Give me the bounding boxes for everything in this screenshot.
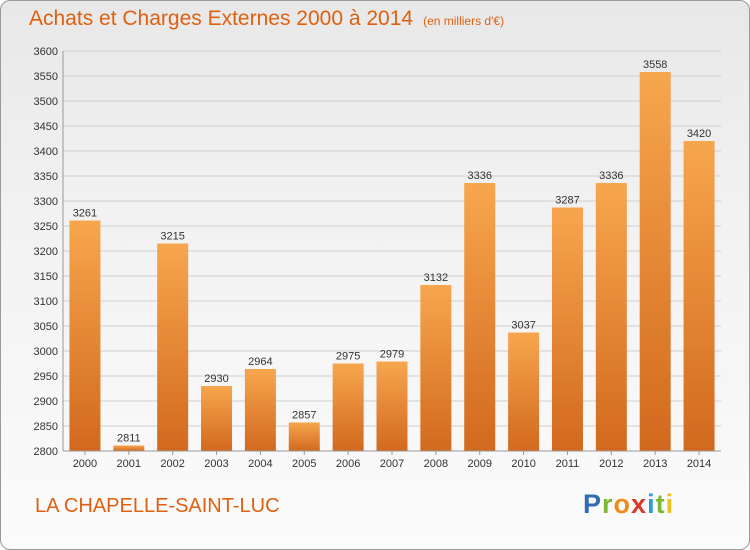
bar xyxy=(595,183,627,451)
y-tick-label: 3600 xyxy=(34,46,58,58)
bar-value-label: 2930 xyxy=(204,373,228,385)
bar-value-label: 3261 xyxy=(73,208,97,220)
bar xyxy=(551,207,583,451)
bar-value-label: 3287 xyxy=(555,195,579,207)
bar xyxy=(69,220,101,451)
bar xyxy=(683,141,715,451)
y-axis-ticks: 2800 2850 2900 2950 3000 3050 3100 3150 3200 3250… xyxy=(34,46,58,458)
x-tick-label: 2000 xyxy=(73,458,97,470)
y-tick-label: 3050 xyxy=(34,321,58,333)
y-tick-label: 3450 xyxy=(34,121,58,133)
x-tick-label: 2005 xyxy=(292,458,316,470)
x-tick-label: 2001 xyxy=(117,458,141,470)
bar-value-label: 3336 xyxy=(467,170,491,182)
y-tick-label: 3550 xyxy=(34,71,58,83)
logo-letter: x xyxy=(631,489,648,519)
bar-value-label: 2811 xyxy=(117,433,141,445)
bar-value-label: 3558 xyxy=(643,59,667,71)
x-tick-label: 2002 xyxy=(160,458,184,470)
x-tick-label: 2014 xyxy=(687,458,711,470)
bar xyxy=(420,285,452,451)
bar xyxy=(508,332,540,451)
y-tick-label: 3350 xyxy=(34,171,58,183)
bar-value-label: 3336 xyxy=(599,170,623,182)
bar xyxy=(157,243,189,451)
y-tick-label: 3400 xyxy=(34,146,58,158)
bars: 3261 2811 3215 2930 2964 2857 2975 2979 3132 3336… xyxy=(69,59,715,451)
bar xyxy=(201,386,233,451)
bar xyxy=(376,361,408,451)
y-tick-label: 3000 xyxy=(34,346,58,358)
logo-letter: i xyxy=(665,489,675,519)
unit-label: (en milliers d'€) xyxy=(423,14,505,28)
bar-value-label: 3215 xyxy=(160,231,184,243)
logo-letter: r xyxy=(602,489,614,519)
y-tick-label: 3200 xyxy=(34,246,58,258)
y-tick-label: 2900 xyxy=(34,396,58,408)
y-tick-label: 3100 xyxy=(34,296,58,308)
x-tick-label: 2008 xyxy=(424,458,448,470)
bar-value-label: 3132 xyxy=(424,272,448,284)
x-tick-label: 2007 xyxy=(380,458,404,470)
y-tick-label: 3250 xyxy=(34,221,58,233)
bar-value-label: 2975 xyxy=(336,351,360,363)
bar xyxy=(113,445,145,451)
logo-letter: t xyxy=(655,489,666,519)
bar xyxy=(244,369,276,451)
x-tick-label: 2004 xyxy=(248,458,272,470)
bar xyxy=(332,363,364,451)
proxiti-logo: Proxiti xyxy=(583,489,674,520)
x-tick-label: 2009 xyxy=(467,458,491,470)
logo-letter: i xyxy=(647,489,656,519)
bar xyxy=(639,72,671,451)
commune-name: LA CHAPELLE-SAINT-LUC xyxy=(35,495,280,517)
x-tick-label: 2003 xyxy=(204,458,228,470)
y-tick-label: 2850 xyxy=(34,421,58,433)
bar xyxy=(288,422,320,451)
title-text: Achats et Charges Externes 2000 à 2014 xyxy=(29,7,414,30)
x-axis-ticks: 2000 2001 2002 2003 2004 2005 2006 2007 2008 2009… xyxy=(73,451,711,470)
y-tick-label: 2950 xyxy=(34,371,58,383)
x-tick-label: 2013 xyxy=(643,458,667,470)
y-tick-label: 2800 xyxy=(34,446,58,458)
y-tick-label: 3150 xyxy=(34,271,58,283)
y-tick-label: 3500 xyxy=(34,96,58,108)
x-tick-label: 2012 xyxy=(599,458,623,470)
x-tick-label: 2006 xyxy=(336,458,360,470)
x-tick-label: 2011 xyxy=(556,458,580,470)
chart-title: Achats et Charges Externes 2000 à 2014 (e… xyxy=(29,7,504,31)
bar-value-label: 2964 xyxy=(248,356,272,368)
bar-value-label: 3037 xyxy=(511,320,535,332)
logo-letter: P xyxy=(583,489,603,519)
bar-value-label: 2979 xyxy=(380,349,404,361)
bar-value-label: 3420 xyxy=(687,128,711,140)
x-tick-label: 2010 xyxy=(511,458,535,470)
bar-value-label: 2857 xyxy=(292,410,316,422)
logo-letter: o xyxy=(613,489,632,519)
y-tick-label: 3300 xyxy=(34,196,58,208)
bar xyxy=(464,183,496,451)
